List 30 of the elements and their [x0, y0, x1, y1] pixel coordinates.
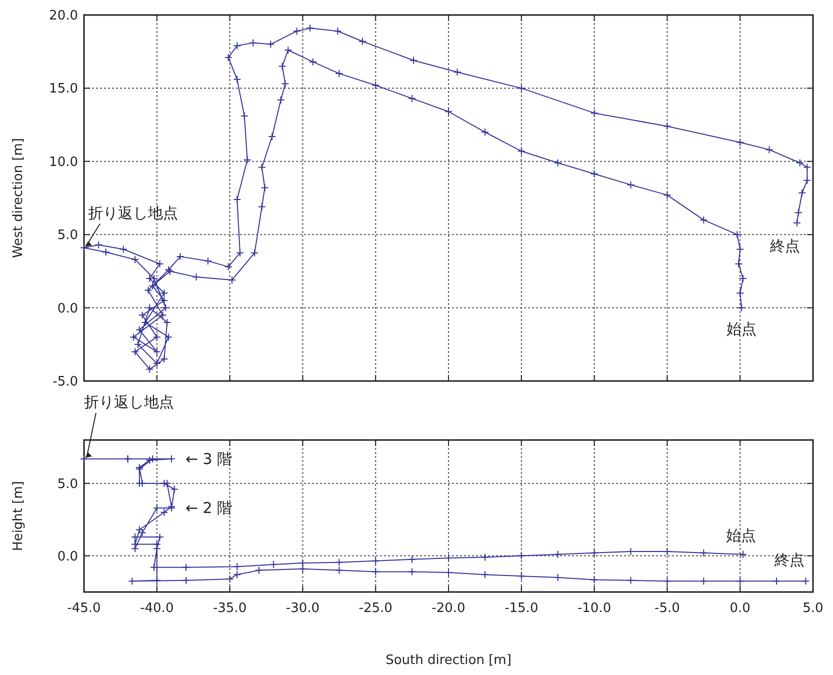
- annotation: 折り返し地点: [88, 204, 178, 222]
- x-tick-label: 0.0: [730, 601, 750, 616]
- y-tick-label: 5.0: [57, 476, 78, 492]
- y-tick-label: 0.0: [57, 301, 78, 316]
- annotation: 始点: [726, 320, 757, 338]
- x-tick-label: -10.0: [577, 601, 612, 616]
- x-axis-title: South direction [m]: [386, 653, 512, 668]
- y-tick-label: 10.0: [49, 154, 78, 170]
- x-tick-label: 5.0: [802, 601, 824, 616]
- x-tick-label: -20.0: [432, 601, 466, 616]
- x-tick-label: -35.0: [212, 601, 247, 616]
- x-tick-label: -25.0: [358, 601, 392, 616]
- annotation: ← 2 階: [185, 499, 232, 518]
- y-tick-label: 20.0: [49, 8, 78, 24]
- y-tick-label: 0.0: [57, 549, 78, 564]
- y-tick-label: 15.0: [49, 82, 78, 97]
- x-tick-label: -40.0: [140, 601, 174, 616]
- x-tick-label: -5.0: [654, 601, 680, 616]
- y-axis-title: Height [m]: [11, 481, 26, 551]
- annotation: ← 3 階: [185, 450, 232, 468]
- x-tick-label: -45.0: [67, 601, 101, 616]
- x-tick-label: -30.0: [286, 601, 320, 616]
- x-tick-label: -15.0: [504, 601, 538, 616]
- annotation: 折り返し地点: [84, 392, 174, 411]
- annotation: 終点: [774, 551, 805, 570]
- annotation: 始点: [726, 526, 756, 544]
- annotation: 終点: [768, 236, 800, 255]
- y-axis-title: West direction [m]: [11, 138, 26, 258]
- y-tick-label: -5.0: [52, 374, 78, 390]
- y-tick-label: 5.0: [57, 228, 78, 244]
